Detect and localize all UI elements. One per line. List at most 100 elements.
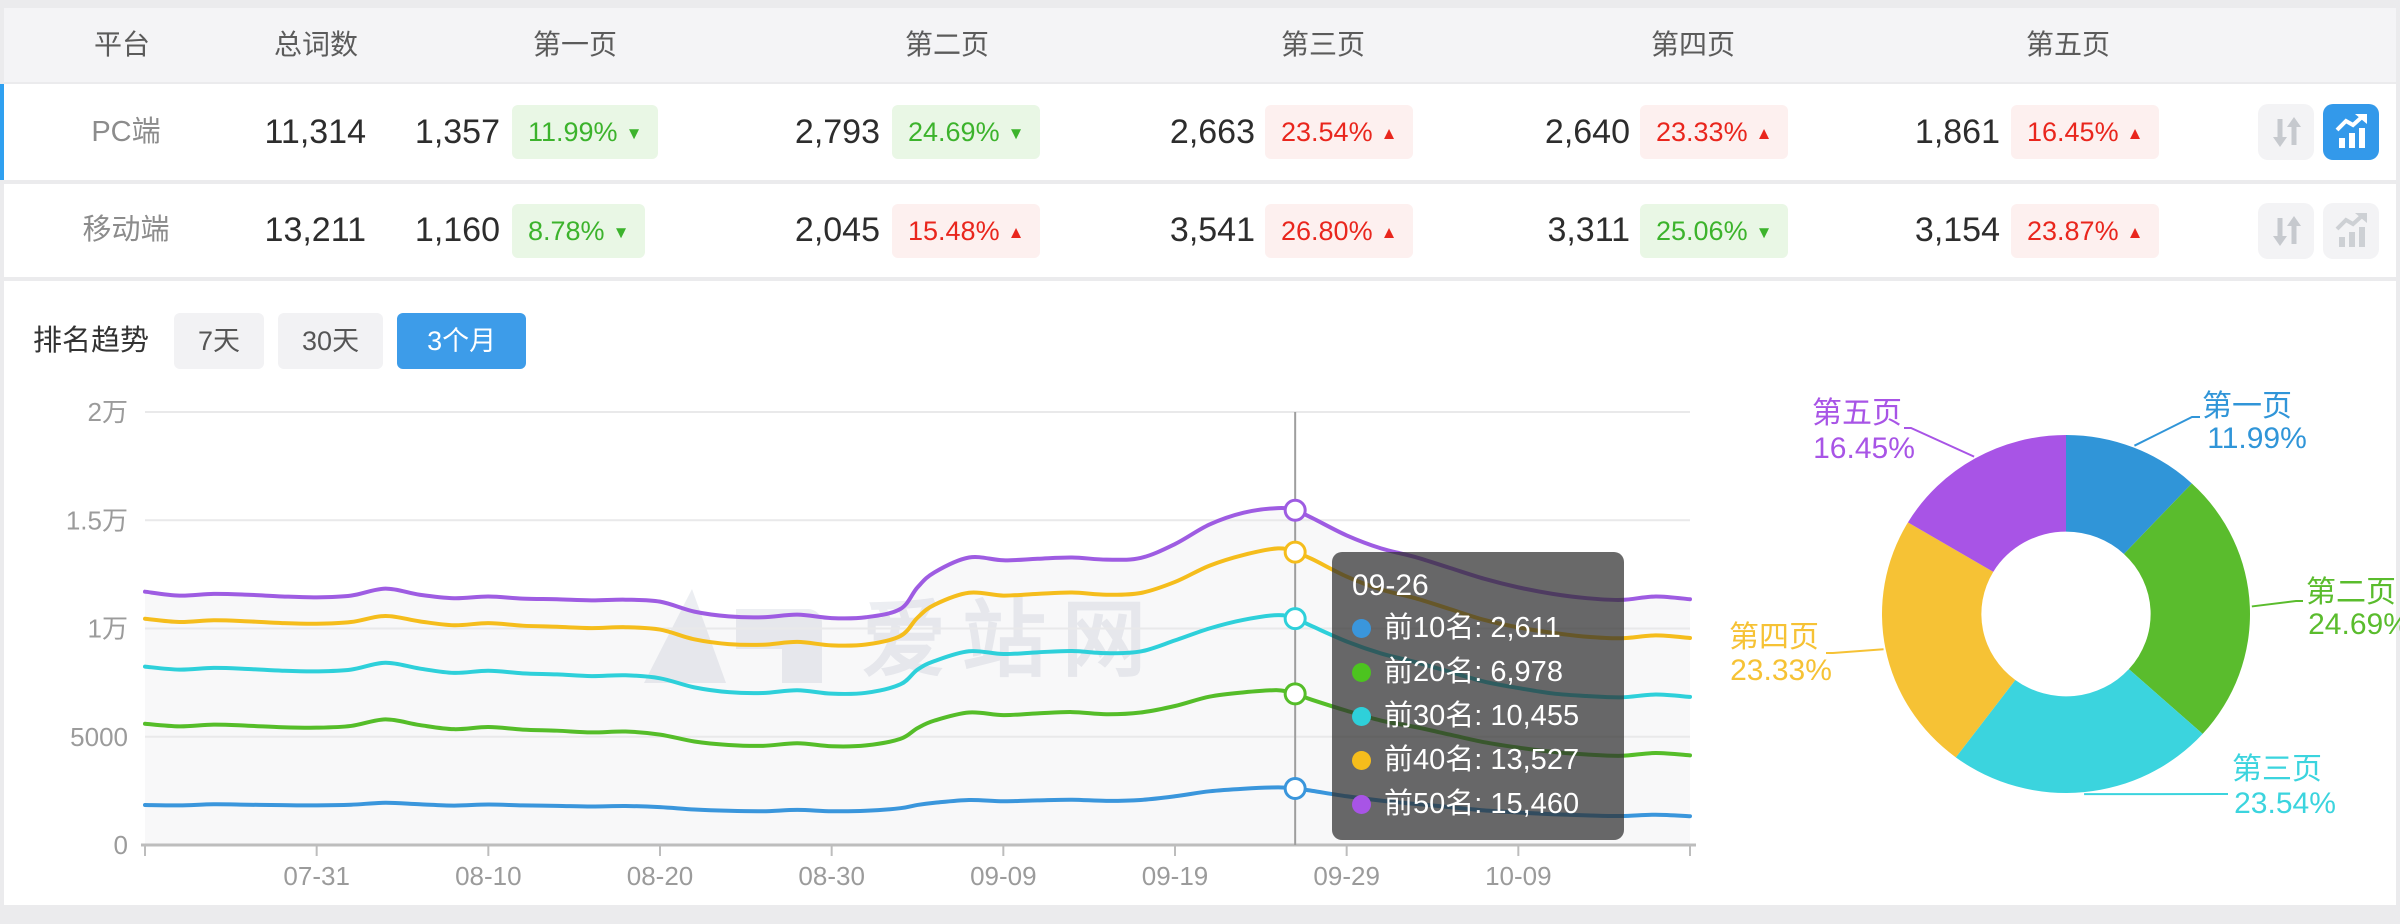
donut-leader-line — [2251, 600, 2303, 608]
sort-toggle-button[interactable] — [2258, 202, 2314, 259]
range-tabs: 7天 30天 3个月 — [174, 313, 527, 369]
column-header-6: 第五页 — [2025, 29, 2110, 60]
x-axis-label: 09-09 — [970, 861, 1037, 891]
table-row-mobile[interactable]: 移动端 13,211 1,160 8.78% ▼ 2,045 15.48% ▲ 3,541 26.… — [4, 184, 2396, 277]
donut-slice-第五页[interactable] — [1907, 435, 2066, 572]
column-header-1: 总词数 — [273, 29, 358, 60]
page2-change-badge: 24.69% ▼ — [892, 105, 1041, 159]
y-axis-label: 5000 — [70, 722, 128, 752]
page5-change-badge: 16.45% ▲ — [2011, 105, 2160, 159]
total-keywords-value: 13,211 — [264, 211, 366, 249]
ranking-summary-table: 平台 总词数 第一页 第二页 第三页 第四页 第五页 PC端 11,314 1,357 11.99… — [0, 8, 2396, 277]
tooltip-row: 前40名: 13,527 — [1352, 738, 1604, 782]
page3-count: 2,663 — [1169, 113, 1255, 151]
tooltip-value: 前40名: 13,527 — [1384, 744, 1580, 776]
highlight-marker-前50名 — [1283, 498, 1307, 522]
highlight-marker-前30名 — [1283, 607, 1307, 631]
total-keywords-value: 11,314 — [264, 113, 366, 151]
donut-label-name: 第一页 — [2202, 390, 2292, 423]
x-axis-label: 09-19 — [1142, 861, 1209, 891]
column-header-2: 第一页 — [532, 29, 617, 60]
column-header-4: 第三页 — [1280, 29, 1365, 60]
highlight-marker-前40名 — [1283, 540, 1307, 564]
trend-chart-icon — [2335, 114, 2367, 148]
tooltip-rows: 前10名: 2,611 前20名: 6,978 前30名: 10,455 前40名: … — [1352, 606, 1604, 826]
y-axis-label: 1万 — [88, 614, 128, 644]
y-axis-label: 1.5万 — [66, 505, 128, 535]
column-header-0: 平台 — [93, 29, 150, 60]
donut-label-name: 第四页 — [1729, 621, 1819, 654]
donut-slice-第一页[interactable] — [2066, 435, 2192, 554]
page1-change-badge: 11.99% ▼ — [512, 105, 659, 159]
legend-dot-icon — [1352, 662, 1371, 682]
page2-change-badge: 15.48% ▲ — [892, 203, 1041, 258]
page1-count: 1,160 — [414, 211, 500, 249]
page5-count: 1,861 — [1914, 113, 2000, 151]
page2-count: 2,045 — [794, 211, 880, 249]
donut-label-pct: 16.45% — [1813, 432, 1915, 465]
sort-arrows-icon — [2273, 117, 2301, 147]
legend-dot-icon — [1352, 794, 1371, 814]
tab-30-days[interactable]: 30天 — [278, 313, 384, 369]
donut-leader-line — [1826, 648, 1884, 654]
page5-change-badge: 23.87% ▲ — [2011, 203, 2160, 258]
trend-chart-button[interactable] — [2323, 104, 2379, 160]
trend-chart-button[interactable] — [2323, 202, 2379, 259]
down-triangle-icon: ▼ — [1007, 124, 1025, 143]
down-triangle-icon: ▼ — [612, 222, 630, 242]
tooltip-row: 前10名: 2,611 — [1352, 606, 1604, 650]
page1-change-badge: 8.78% ▼ — [512, 203, 646, 258]
page2-count: 2,793 — [794, 113, 880, 151]
up-triangle-icon: ▲ — [1380, 124, 1398, 143]
trend-chart-icon — [2335, 212, 2367, 247]
tooltip-row: 前20名: 6,978 — [1352, 650, 1604, 694]
page3-change-badge: 26.80% ▲ — [1265, 203, 1414, 258]
x-axis-label: 08-10 — [455, 861, 522, 891]
donut-leader-line — [2133, 416, 2200, 447]
page4-change-badge: 25.06% ▼ — [1640, 203, 1789, 258]
page4-count: 2,640 — [1544, 113, 1630, 151]
x-axis-label: 07-31 — [283, 861, 350, 891]
page3-change-badge: 23.54% ▲ — [1265, 105, 1414, 159]
donut-slice-第二页[interactable] — [2123, 483, 2250, 734]
sort-arrows-icon — [2273, 215, 2301, 246]
platform-label: 移动端 — [82, 214, 170, 246]
tab-7-days[interactable]: 7天 — [174, 313, 265, 369]
donut-slice-第三页[interactable] — [1955, 669, 2203, 793]
x-axis-label: 08-30 — [798, 861, 865, 891]
tooltip-date: 09-26 — [1352, 569, 1429, 602]
up-triangle-icon: ▲ — [2126, 124, 2144, 143]
column-header-3: 第二页 — [904, 29, 989, 60]
tooltip-row: 前30名: 10,455 — [1352, 694, 1604, 738]
legend-dot-icon — [1352, 750, 1371, 770]
y-axis-label: 2万 — [88, 397, 128, 427]
page1-count: 1,357 — [414, 113, 500, 151]
donut-label-pct: 23.54% — [2234, 787, 2336, 820]
page4-change-badge: 23.33% ▲ — [1640, 105, 1789, 159]
highlight-marker-前20名 — [1283, 682, 1307, 706]
up-triangle-icon: ▲ — [1755, 124, 1773, 143]
page5-count: 3,154 — [1914, 211, 2000, 249]
tab-3-months[interactable]: 3个月 — [397, 313, 527, 369]
up-triangle-icon: ▲ — [1007, 222, 1025, 242]
platform-label: PC端 — [91, 116, 161, 148]
donut-slice-第四页[interactable] — [1882, 522, 2016, 758]
donut-label-pct: 24.69% — [2308, 608, 2400, 641]
page3-count: 3,541 — [1169, 211, 1255, 249]
sort-toggle-button[interactable] — [2258, 104, 2314, 160]
tooltip-value: 前20名: 6,978 — [1384, 656, 1563, 688]
tooltip-row: 前50名: 15,460 — [1352, 782, 1604, 826]
highlight-marker-前10名 — [1283, 776, 1307, 800]
chart-tooltip: 09-26 前10名: 2,611 前20名: 6,978 前30名: 10,455… — [1332, 552, 1624, 840]
x-axis-label: 10-09 — [1485, 861, 1552, 891]
table-row-pc[interactable]: PC端 11,314 1,357 11.99% ▼ 2,793 24.69% ▼ 2,663 23… — [0, 84, 2396, 180]
y-axis-label: 0 — [114, 830, 128, 860]
donut-label-pct: 23.33% — [1730, 654, 1832, 687]
legend-dot-icon — [1352, 618, 1371, 638]
section-title: 排名趋势 — [33, 325, 150, 357]
area-fill — [145, 508, 1690, 845]
tooltip-value: 前10名: 2,611 — [1384, 612, 1561, 644]
down-triangle-icon: ▼ — [625, 124, 643, 143]
